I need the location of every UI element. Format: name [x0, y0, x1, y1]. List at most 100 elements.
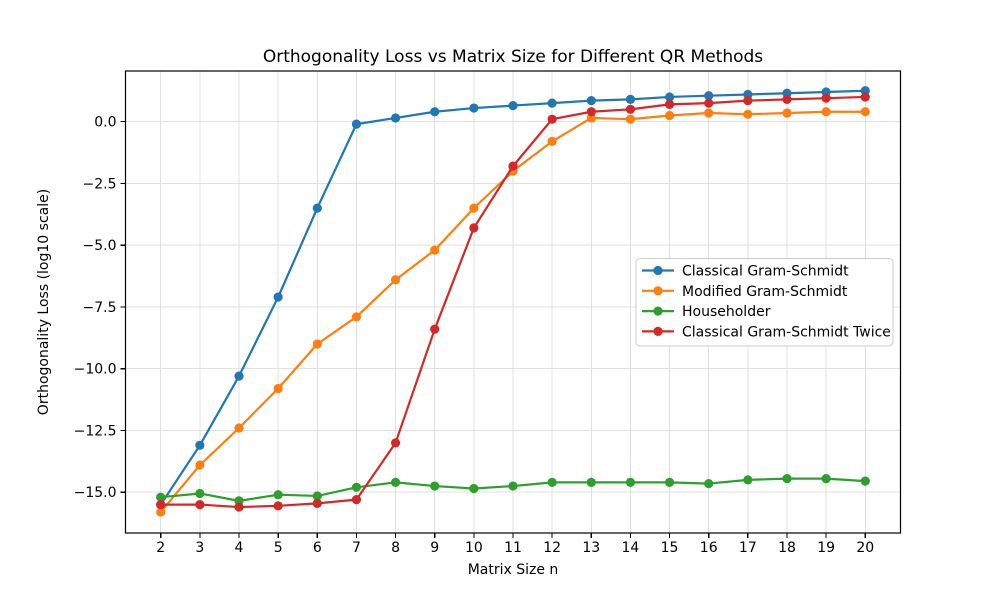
data-point-classical-gram-schmidt-twice [273, 501, 283, 511]
data-point-modified-gram-schmidt [860, 107, 870, 117]
x-tick-label: 2 [156, 540, 165, 556]
data-point-householder [351, 482, 362, 492]
data-point-classical-gram-schmidt-twice [390, 438, 401, 448]
data-point-classical-gram-schmidt-twice [312, 498, 322, 508]
data-point-classical-gram-schmidt-twice [821, 93, 831, 103]
y-tick-label: −7.5 [83, 300, 117, 316]
data-point-householder [664, 477, 675, 487]
data-point-classical-gram-schmidt [351, 119, 362, 129]
x-axis-label: Matrix Size n [468, 562, 559, 578]
series-modified-gram-schmidt [156, 107, 870, 517]
data-point-modified-gram-schmidt [195, 460, 205, 470]
data-point-householder [469, 483, 479, 494]
y-axis-label: Orthogonality Loss (log10 scale) [36, 189, 52, 415]
data-point-modified-gram-schmidt [821, 107, 831, 117]
legend-swatch-marker [653, 306, 663, 316]
legend-item-classical-gram-schmidt: Classical Gram-Schmidt [642, 264, 849, 280]
x-tick-label: 19 [817, 540, 835, 556]
data-point-classical-gram-schmidt-twice [351, 495, 362, 505]
x-tick-label: 4 [235, 540, 244, 556]
data-point-householder [195, 488, 205, 499]
data-point-classical-gram-schmidt-twice [469, 223, 479, 233]
data-point-classical-gram-schmidt-twice [860, 92, 870, 102]
data-point-classical-gram-schmidt-twice [586, 107, 596, 117]
data-point-modified-gram-schmidt [273, 383, 283, 394]
x-tick-label: 8 [391, 540, 400, 556]
x-tick-label: 5 [274, 540, 283, 556]
data-point-householder [782, 474, 792, 484]
data-point-classical-gram-schmidt-twice [743, 96, 753, 106]
x-tick-label: 14 [622, 540, 640, 556]
data-point-modified-gram-schmidt [234, 423, 244, 433]
data-point-householder [860, 476, 870, 486]
data-point-modified-gram-schmidt [430, 245, 440, 255]
data-point-householder [312, 491, 322, 501]
data-point-classical-gram-schmidt [195, 440, 205, 450]
data-point-modified-gram-schmidt [547, 136, 557, 147]
x-tick-label: 12 [543, 540, 561, 556]
legend-item-householder: Householder [642, 304, 771, 320]
data-point-classical-gram-schmidt-twice [782, 94, 792, 105]
legend-label: Classical Gram-Schmidt [682, 264, 849, 280]
y-tick-label: −2.5 [83, 176, 117, 192]
data-point-classical-gram-schmidt [430, 107, 440, 117]
legend-label: Householder [682, 304, 771, 320]
legend-label: Classical Gram-Schmidt Twice [682, 324, 891, 340]
data-point-classical-gram-schmidt-twice [195, 499, 205, 510]
data-point-classical-gram-schmidt [234, 371, 244, 381]
data-point-modified-gram-schmidt [625, 114, 636, 124]
data-point-classical-gram-schmidt-twice [625, 104, 636, 114]
series-classical-gram-schmidt-twice [156, 92, 870, 512]
x-tick-label: 18 [778, 540, 796, 556]
data-point-householder [547, 477, 557, 487]
x-tick-label: 16 [700, 540, 718, 556]
data-point-householder [156, 492, 166, 502]
data-point-modified-gram-schmidt [390, 275, 401, 285]
data-point-householder [390, 477, 401, 487]
data-point-classical-gram-schmidt [312, 203, 322, 213]
data-point-householder [704, 478, 714, 489]
data-point-modified-gram-schmidt [704, 108, 714, 118]
data-point-householder [273, 490, 283, 500]
data-point-classical-gram-schmidt [547, 98, 557, 108]
data-point-householder [508, 481, 518, 491]
legend-swatch-marker [653, 265, 663, 276]
data-point-classical-gram-schmidt-twice [508, 161, 518, 171]
legend-swatch-marker [653, 326, 663, 336]
data-point-classical-gram-schmidt [704, 91, 714, 101]
data-point-modified-gram-schmidt [743, 109, 753, 119]
legend-swatch-marker [653, 286, 663, 296]
y-tick-label: −12.5 [74, 423, 117, 439]
series-layer [156, 86, 870, 517]
data-point-modified-gram-schmidt [351, 312, 362, 322]
data-point-householder [821, 474, 831, 484]
x-tick-label: 10 [465, 540, 483, 556]
x-tick-label: 6 [313, 540, 322, 556]
y-tick-label: −15.0 [74, 485, 117, 501]
x-tick-label: 13 [582, 540, 600, 556]
data-point-modified-gram-schmidt [664, 110, 675, 121]
y-tick-label: 0.0 [94, 115, 116, 131]
legend-box [635, 258, 894, 347]
y-tick-label: −5.0 [83, 238, 117, 254]
x-tick-label: 9 [430, 540, 439, 556]
legend-item-modified-gram-schmidt: Modified Gram-Schmidt [642, 284, 848, 300]
data-point-classical-gram-schmidt [625, 94, 636, 105]
x-tick-label: 11 [504, 540, 522, 556]
data-point-classical-gram-schmidt [586, 96, 596, 106]
data-point-householder [625, 477, 636, 487]
legend-item-classical-gram-schmidt-twice: Classical Gram-Schmidt Twice [642, 324, 891, 340]
data-point-classical-gram-schmidt [469, 103, 479, 113]
legend-label: Modified Gram-Schmidt [682, 284, 848, 300]
data-point-householder [586, 477, 596, 487]
data-point-classical-gram-schmidt [390, 113, 401, 123]
data-point-householder [743, 475, 753, 485]
data-point-classical-gram-schmidt-twice [430, 324, 440, 334]
x-tick-label: 3 [195, 540, 204, 556]
chart-title: Orthogonality Loss vs Matrix Size for Di… [263, 47, 763, 67]
data-point-classical-gram-schmidt-twice [664, 99, 675, 109]
data-point-modified-gram-schmidt [782, 108, 792, 118]
x-tick-label: 20 [856, 540, 874, 556]
